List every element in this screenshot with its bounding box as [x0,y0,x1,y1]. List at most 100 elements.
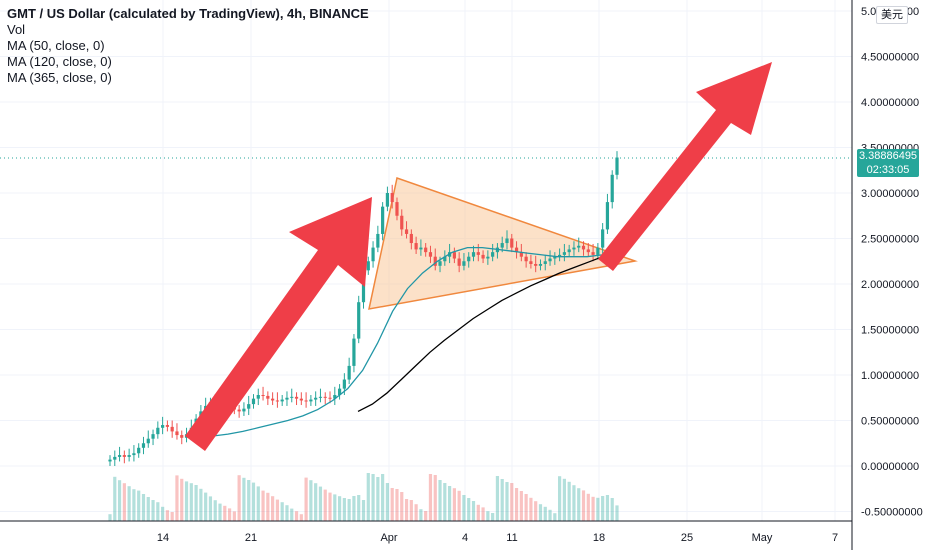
volume-bar [294,511,299,521]
volume-bar [189,483,193,521]
up-arrow-right [598,62,772,271]
volume-bar [208,496,213,521]
candle-body [424,247,428,253]
price-axis[interactable]: -0.50000000 0.00000000 0.50000000 1.0000000… [861,6,923,519]
currency-button[interactable]: 美元 [876,6,908,24]
candle-body [309,399,313,402]
volume-bar [223,505,227,521]
candle-body [323,396,327,398]
candle-body [543,261,547,264]
volume-bar [500,479,504,521]
candle-body [352,338,356,366]
volume-bar [232,511,236,521]
candle-body [122,455,126,457]
candle-body [395,202,399,216]
volume-bar [400,492,404,521]
volume-bar [577,488,581,521]
volume-bar [419,509,423,521]
volume-bar [237,475,241,521]
candle-body [146,438,150,444]
candle-body [615,157,619,175]
candle-body [409,233,413,244]
volume-bar [409,500,413,521]
volume-bar [366,473,370,521]
price-tick-label: 1.50000000 [861,325,919,337]
volume-bar [342,498,346,521]
candle-body [266,395,270,399]
volume-bar [433,475,437,521]
volume-bar [261,490,265,521]
volume-bar [605,495,610,521]
candle-body [467,256,471,262]
volume-bar [428,474,433,521]
volume-bar [524,494,528,521]
volume-bar [514,488,519,521]
candle-body [548,258,552,262]
candle-body [610,174,614,203]
candle-body [428,252,433,257]
candle-body [433,256,437,266]
candle-body [290,396,294,398]
volume-bar [457,490,461,521]
candle-body [137,447,141,454]
candle-body [572,247,576,250]
candle-body [314,397,318,400]
legend-ma120[interactable]: MA (120, close, 0) [7,54,112,69]
candle-body [481,254,485,259]
volume-bar [347,499,351,521]
candle-body [151,434,155,439]
candle-body [285,397,289,400]
candle-body [280,399,284,402]
volume-bar [586,493,590,521]
volume-bar [538,504,543,521]
volume-bar [314,483,318,521]
candle-body [443,256,447,262]
time-tick-label: 14 [157,532,169,544]
legend-volume[interactable]: Vol [7,22,26,37]
candle-body [108,459,112,462]
volume-bar [117,480,122,521]
candle-body [390,193,394,203]
candle-body [601,229,605,248]
volume-bar [596,497,600,521]
candle-body [141,443,146,448]
candle-body [333,395,337,399]
candle-body [170,426,174,432]
volume-bar [529,497,533,521]
volume-bar [309,480,313,521]
candle-body [376,233,380,248]
price-tick-label: 1.00000000 [861,370,919,382]
candle-body [165,425,169,427]
volume-bar [443,483,447,521]
candle-body [294,396,299,399]
candle-body [471,252,476,257]
volume-bar [271,496,275,521]
volume-bar [161,506,165,521]
volume-bar [581,490,586,521]
candle-body [237,409,241,412]
volume-bar [175,475,179,521]
symbol-title[interactable]: GMT / US Dollar (calculated by TradingVi… [7,6,369,21]
volume-bar [122,483,126,521]
volume-bar [304,477,308,521]
volume-bar [395,489,399,521]
candle-body [457,258,461,266]
volume-bar [227,508,232,521]
last-price-badge: 3.38886495 02:33:05 [857,149,919,177]
legend-ma365[interactable]: MA (365, close, 0) [7,70,112,85]
candle-body [366,261,370,271]
candle-body [242,408,246,412]
candle-body [161,425,165,428]
candle-body [505,238,509,244]
volume-bar [357,495,361,521]
legend-ma50[interactable]: MA (50, close, 0) [7,38,105,53]
time-axis[interactable]: 14 21 Apr 4 11 18 25 May 7 [157,532,838,544]
volume-bar [495,476,500,521]
volume-bar [218,503,222,521]
volume-bar [204,492,208,521]
candle-body [414,243,418,250]
candle-body [299,398,303,401]
volume-bar [323,489,327,521]
